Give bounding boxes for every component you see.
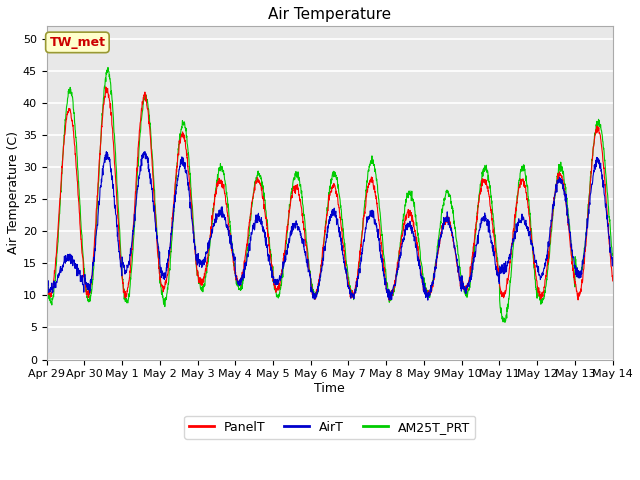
AirT [559,181,567,187]
Legend: PanelT, AirT, AM25T_PRT: PanelT, AirT, AM25T_PRT [184,416,476,439]
AM25T_PRT [495,269,502,275]
PanelT [43,274,51,280]
Line: AirT: AirT [47,152,612,300]
PanelT [495,269,502,275]
AM25T_PRT [559,171,567,177]
AirT [201,254,209,260]
PanelT [609,278,616,284]
PanelT [102,84,109,90]
AirT [346,287,354,293]
PanelT [559,180,567,186]
Text: TW_met: TW_met [49,36,106,49]
Y-axis label: Air Temperature (C): Air Temperature (C) [7,131,20,254]
AirT [424,297,431,303]
AirT [495,278,502,284]
AirT [358,248,366,254]
AM25T_PRT [575,272,582,278]
AM25T_PRT [358,227,366,233]
AM25T_PRT [501,320,509,325]
AM25T_PRT [201,283,209,288]
AirT [43,284,51,290]
PanelT [346,294,354,300]
AirT [609,254,616,260]
AirT [575,271,582,276]
PanelT [201,273,209,279]
PanelT [358,228,366,234]
AM25T_PRT [104,65,112,71]
X-axis label: Time: Time [314,382,345,395]
AM25T_PRT [609,253,616,259]
Title: Air Temperature: Air Temperature [268,7,391,22]
PanelT [386,298,394,303]
Line: AM25T_PRT: AM25T_PRT [47,68,612,323]
Line: PanelT: PanelT [47,87,612,300]
PanelT [575,290,582,296]
AM25T_PRT [43,272,51,277]
AirT [141,149,148,155]
AM25T_PRT [346,284,354,289]
